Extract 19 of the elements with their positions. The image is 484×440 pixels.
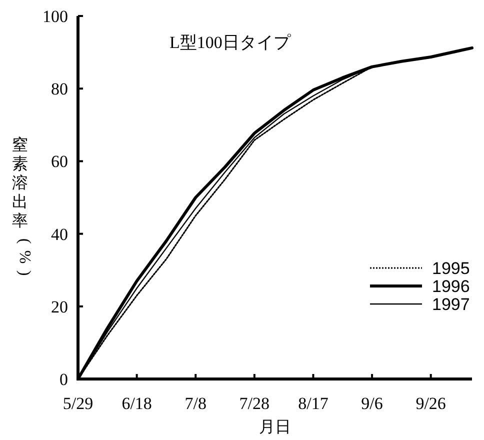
legend-label: 1997 [432,295,470,314]
x-axis-title: 月日 [259,419,291,436]
x-tick-label: 9/26 [416,394,446,413]
y-tick-label: 80 [51,80,68,99]
y-tick-label: 100 [42,7,68,26]
x-tick-label: 5/29 [62,394,94,413]
legend-label: 1996 [432,277,470,296]
y-axis-title: 窒素溶出率(%) [12,136,33,276]
y-tick-label: 0 [60,370,68,389]
x-tick-label: 7/8 [184,394,206,413]
x-tick-label: 9/6 [361,394,383,413]
y-tick-label: 40 [51,224,68,244]
text: L型100日タイプ [170,33,292,52]
x-tick-label: 7/28 [239,394,270,413]
x-tick-label: 6/18 [122,394,152,413]
y-tick-label: 60 [51,152,68,172]
x-tick-label: 8/17 [298,394,329,413]
y-tick-label: 20 [51,297,68,316]
legend-label: 1995 [432,259,470,278]
